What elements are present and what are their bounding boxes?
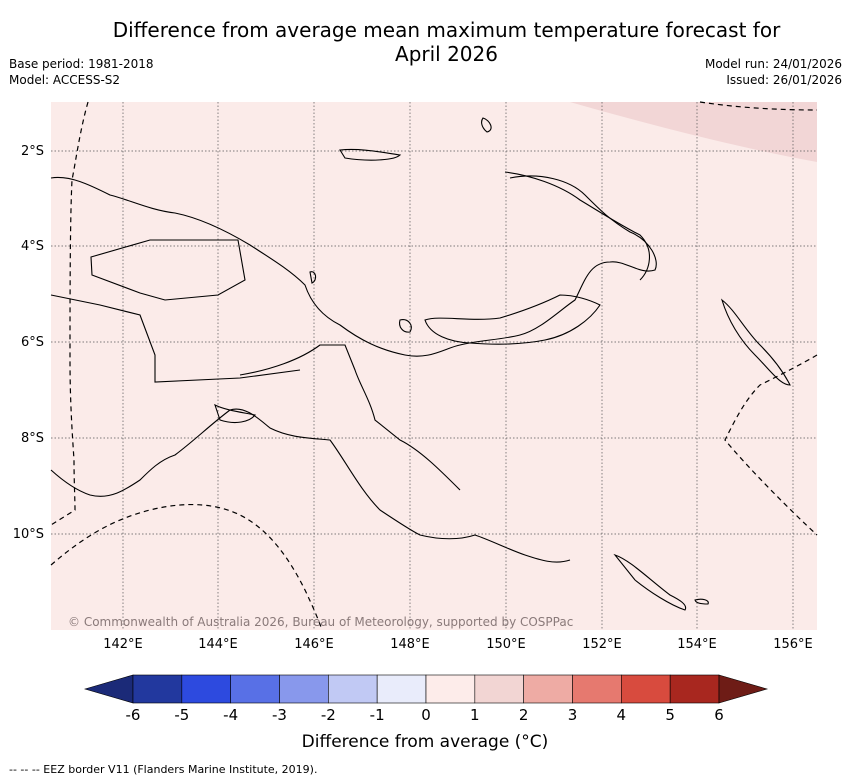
province-borders-central — [239, 344, 461, 491]
colorbar-segment — [572, 674, 622, 704]
colorbar-tick-label: 4 — [617, 706, 627, 724]
colorbar: -6 -5 -4 -3 -2 -1 0 1 2 3 4 5 6 — [83, 674, 769, 724]
lat-label: 8°S — [21, 431, 44, 446]
colorbar-tick-label: 2 — [519, 706, 529, 724]
new-ireland — [504, 171, 650, 281]
coastlines — [50, 117, 791, 611]
title-line-2: April 2026 — [395, 42, 498, 66]
colorbar-tick-label: 1 — [470, 706, 480, 724]
map-title: Difference from average mean maximum tem… — [0, 18, 850, 66]
issued-date: Issued: 26/01/2026 — [726, 73, 842, 87]
model-run: Model run: 24/01/2026 — [704, 57, 842, 71]
lon-label: 152°E — [582, 637, 622, 652]
colorbar-tick-label: -3 — [272, 706, 287, 724]
longitude-labels: 142°E 144°E 146°E 148°E 150°E 152°E 154°E 156°E — [103, 637, 813, 652]
map-background — [51, 102, 817, 630]
lat-label: 10°S — [13, 527, 44, 542]
colorbar-tick-label: 5 — [665, 706, 675, 724]
colorbar-segment — [669, 674, 720, 704]
colorbar-segment — [181, 674, 231, 704]
eez-north — [699, 101, 818, 111]
lat-label: 2°S — [21, 144, 44, 159]
colorbar-segment — [425, 674, 476, 704]
rossel-islands — [613, 553, 687, 611]
lat-label: 4°S — [21, 239, 44, 254]
colorbar-tick-label: -4 — [223, 706, 238, 724]
island-3 — [309, 271, 317, 284]
colorbar-label: Difference from average (°C) — [301, 732, 549, 752]
lon-label: 154°E — [677, 637, 717, 652]
eez-legend-note: -- -- -- EEZ border V11 (Flanders Marine… — [9, 763, 318, 776]
colorbar-segment — [474, 674, 524, 704]
colorbar-segment — [376, 674, 427, 704]
graticule — [51, 102, 817, 630]
anomaly-band — [570, 102, 817, 162]
colorbar-segment — [621, 674, 671, 704]
colorbar-tick-label: -6 — [126, 706, 141, 724]
province-borders-north — [90, 239, 246, 301]
eez-east — [724, 354, 818, 536]
province-borders-west — [50, 294, 301, 383]
colorbar-tick-label: -1 — [370, 706, 385, 724]
latitude-labels: 2°S 4°S 6°S 8°S 10°S — [13, 144, 44, 542]
meta-right: Model run: 24/01/2026 Issued: 26/01/2026 — [705, 56, 842, 88]
island-4 — [694, 598, 709, 605]
eez-borders — [50, 101, 818, 631]
copyright-text: © Commonwealth of Australia 2026, Bureau… — [68, 615, 573, 629]
colorbar-tick-label: 6 — [714, 706, 724, 724]
base-period: Base period: 1981-2018 — [9, 57, 154, 71]
lon-label: 146°E — [294, 637, 334, 652]
colorbar-segment — [279, 674, 329, 704]
colorbar-low-extend — [83, 674, 134, 704]
colorbar-high-extend — [718, 674, 769, 704]
colorbar-segments — [132, 674, 720, 704]
colorbar-tick-label: -2 — [321, 706, 336, 724]
lon-label: 156°E — [773, 637, 813, 652]
colorbar-tick-label: -5 — [174, 706, 189, 724]
colorbar-segment — [230, 674, 280, 704]
manus-island — [339, 148, 402, 161]
colorbar-segment — [523, 674, 573, 704]
colorbar-tick-label: 0 — [421, 706, 431, 724]
lon-label: 144°E — [198, 637, 238, 652]
colorbar-tick-label: 3 — [568, 706, 578, 724]
lat-label: 6°S — [21, 335, 44, 350]
colorbar-segment — [132, 674, 183, 704]
fly-delta — [214, 403, 256, 424]
title-line-1: Difference from average mean maximum tem… — [112, 18, 781, 42]
island-2 — [399, 319, 412, 333]
lon-label: 142°E — [103, 637, 143, 652]
model-name: Model: ACCESS-S2 — [9, 73, 121, 87]
png-north-coast — [50, 175, 657, 357]
colorbar-segment — [328, 674, 378, 704]
island-1 — [481, 117, 492, 133]
png-south-coast — [50, 408, 571, 563]
new-britain — [424, 294, 601, 345]
eez-west — [50, 101, 89, 526]
meta-left: Base period: 1981-2018 Model: ACCESS-S2 — [9, 56, 154, 88]
bougainville — [720, 298, 791, 386]
lon-label: 148°E — [390, 637, 430, 652]
lon-label: 150°E — [486, 637, 526, 652]
colorbar-ticks: -6 -5 -4 -3 -2 -1 0 1 2 3 4 5 6 — [126, 706, 724, 724]
